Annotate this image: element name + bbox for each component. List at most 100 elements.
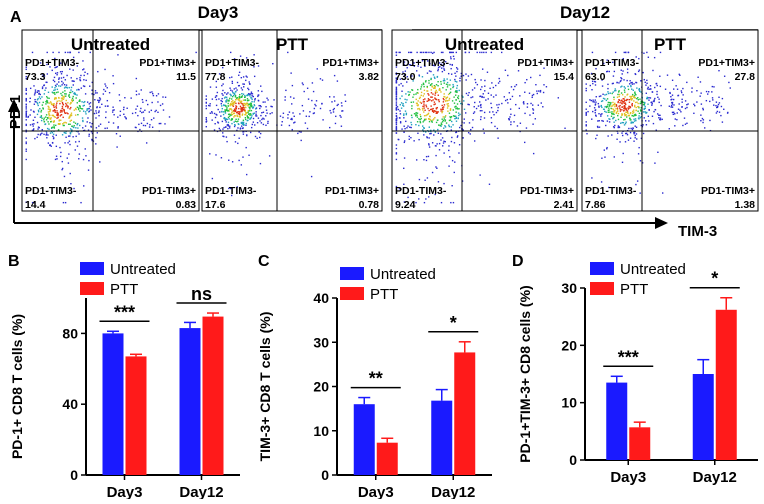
x-tick-label: Day3 <box>610 469 646 486</box>
flow-dots <box>205 51 347 197</box>
significance-marker: *** <box>618 347 639 367</box>
quadrant-tl-label: PD1+TIM3- <box>585 57 639 69</box>
y-tick-label: 40 <box>313 290 329 306</box>
flow-plot-condition: Untreated <box>445 35 524 54</box>
panel-d-letter: D <box>512 253 524 270</box>
flow-dots <box>25 51 197 204</box>
bar-panel-d: 0 10 20 30 PD-1+TIM-3+ CD8 cells (%) Untreate… <box>517 261 758 486</box>
quadrant-br-value: 2.41 <box>554 199 575 211</box>
quadrant-br-label: PD1-TIM3+ <box>520 185 574 197</box>
legend-label-untreated: Untreated <box>370 266 436 283</box>
x-tick-label: Day12 <box>693 469 737 486</box>
x-tick-label: Day12 <box>431 484 475 499</box>
legend-swatch-untreated <box>590 262 614 275</box>
y-tick-label: 10 <box>561 395 577 411</box>
quadrant-tr-value: 11.5 <box>176 71 196 83</box>
day12-header: Day12 <box>560 3 610 22</box>
bar-ptt-day3 <box>629 427 651 460</box>
quadrant-tl-label: PD1+TIM3- <box>395 57 449 69</box>
quadrant-br-value: 0.78 <box>359 199 380 211</box>
flow-plot-4: PTT PD1+TIM3- 63.0 PD1+TIM3+ 27.8 PD1-TIM3- 7.… <box>581 29 759 212</box>
flow-plot-frame <box>581 29 759 212</box>
bar-untreated-day12 <box>179 328 201 475</box>
legend-label-ptt: PTT <box>370 286 398 303</box>
quadrant-bl-label: PD1-TIM3- <box>25 185 77 197</box>
flow-dots <box>395 51 566 204</box>
legend-label-ptt: PTT <box>110 281 138 298</box>
x-tick-label: Day3 <box>107 484 143 499</box>
flow-plot-condition: PTT <box>654 35 687 54</box>
quadrant-bl-label: PD1-TIM3- <box>395 185 447 197</box>
quadrant-tl-label: PD1+TIM3- <box>25 57 79 69</box>
panel-c-letter: C <box>258 253 270 270</box>
bar-untreated-day3 <box>606 382 628 460</box>
y-tick-label: 0 <box>321 467 329 483</box>
quadrant-tr-value: 27.8 <box>735 71 756 83</box>
legend-swatch-ptt <box>80 282 104 295</box>
quadrant-tl-value: 63.0 <box>585 71 606 83</box>
significance-marker: * <box>450 313 457 333</box>
legend-label-untreated: Untreated <box>110 261 176 278</box>
significance-marker: ns <box>191 284 212 304</box>
bar-untreated-day3 <box>102 333 124 475</box>
flow-plot-condition: Untreated <box>71 35 150 54</box>
quadrant-br-value: 0.83 <box>176 199 197 211</box>
legend-swatch-untreated <box>340 267 364 280</box>
legend-label-ptt: PTT <box>620 281 648 298</box>
panel-b-letter: B <box>8 253 20 270</box>
flow-plot-condition: PTT <box>276 35 309 54</box>
flow-plot-2: PTT PD1+TIM3- 77.8 PD1+TIM3+ 3.82 PD1-TIM3- 17… <box>201 29 383 212</box>
y-tick-label: 10 <box>313 423 329 439</box>
bar-untreated-day12 <box>692 374 714 460</box>
tim3-axis-arrowhead <box>655 217 668 229</box>
flow-dots <box>585 51 731 194</box>
y-axis-label: PD-1+TIM-3+ CD8 cells (%) <box>517 285 533 462</box>
y-tick-label: 20 <box>313 379 329 395</box>
bar-panel-c: 0 10 20 30 40 TIM-3+ CD8 T cells (%) Untreated… <box>257 266 492 501</box>
quadrant-tr-label: PD1+TIM3+ <box>322 57 379 69</box>
y-tick-label: 80 <box>62 325 78 341</box>
quadrant-bl-value: 7.86 <box>585 199 606 211</box>
y-tick-label: 40 <box>62 396 78 412</box>
quadrant-tr-label: PD1+TIM3+ <box>139 57 196 69</box>
y-tick-label: 30 <box>313 334 329 350</box>
bar-ptt-day12 <box>202 316 224 475</box>
x-tick-label: Day3 <box>358 484 394 499</box>
quadrant-tr-label: PD1+TIM3+ <box>698 57 755 69</box>
legend-label-untreated: Untreated <box>620 261 686 278</box>
bar-ptt-day12 <box>715 309 737 460</box>
quadrant-tl-value: 77.8 <box>205 71 226 83</box>
bar-ptt-day3 <box>125 356 147 475</box>
legend: Untreated PTT <box>590 261 686 298</box>
panel-a-letter: A <box>10 9 22 26</box>
quadrant-tl-value: 73.0 <box>395 71 416 83</box>
x-tick-label: Day12 <box>179 484 223 499</box>
legend-swatch-ptt <box>340 287 364 300</box>
y-tick-label: 30 <box>561 280 577 296</box>
significance-marker: *** <box>114 302 135 322</box>
bar-untreated-day3 <box>353 404 375 475</box>
quadrant-bl-value: 9.24 <box>395 199 416 211</box>
y-tick-label: 0 <box>70 467 78 483</box>
y-tick-label: 0 <box>569 452 577 468</box>
y-tick-label: 20 <box>561 337 577 353</box>
significance-marker: ** <box>369 369 383 389</box>
bar-untreated-day12 <box>431 400 453 475</box>
significance-marker: * <box>711 269 718 289</box>
quadrant-bl-value: 17.6 <box>205 199 226 211</box>
quadrant-bl-value: 14.4 <box>25 199 46 211</box>
legend: Untreated PTT <box>340 266 436 303</box>
quadrant-tr-value: 15.4 <box>554 71 575 83</box>
bar-ptt-day12 <box>454 352 476 475</box>
day3-header: Day3 <box>198 3 239 22</box>
quadrant-bl-label: PD1-TIM3- <box>205 185 257 197</box>
y-axis-label: PD-1+ CD8 T cells (%) <box>9 314 25 459</box>
legend-swatch-untreated <box>80 262 104 275</box>
bar-panel-b: 0 40 80 PD-1+ CD8 T cells (%) Untreated PTT **… <box>9 261 240 501</box>
legend-swatch-ptt <box>590 282 614 295</box>
quadrant-br-value: 1.38 <box>735 199 756 211</box>
y-axis-label: TIM-3+ CD8 T cells (%) <box>257 312 273 462</box>
flow-plot-frame <box>21 29 200 212</box>
pd1-axis-arrowhead <box>8 99 20 112</box>
